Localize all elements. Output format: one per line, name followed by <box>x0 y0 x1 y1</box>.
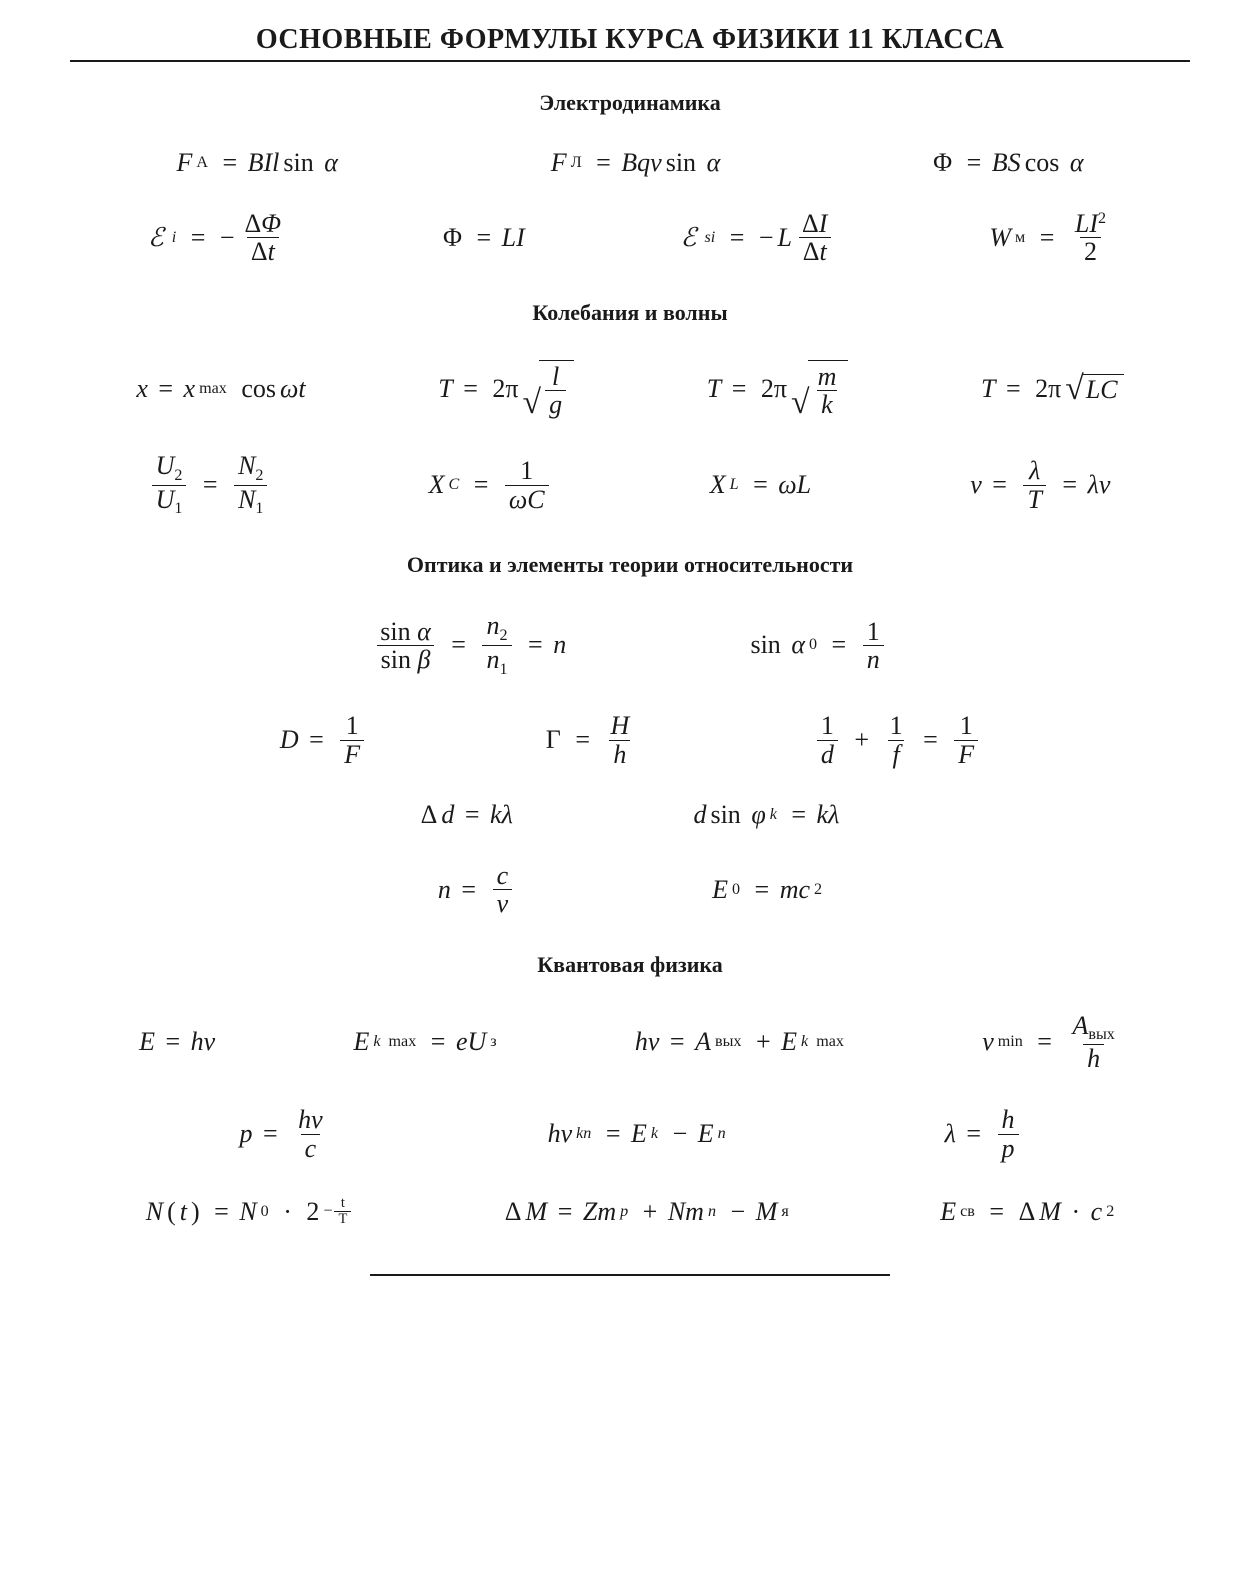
section-title-oscillations: Колебания и волны <box>70 300 1190 326</box>
formula-row: sin αsin β = n2n1 = n sin α0 = 1n <box>70 612 1190 678</box>
section-title-electrodynamics: Электродинамика <box>70 90 1190 116</box>
formula-row: Δd = kλ dsin φk = kλ <box>70 802 1190 828</box>
formula-row: ℰ i = − ΔΦΔt Φ = LI ℰ si = −L ΔIΔt Wм = … <box>70 210 1190 266</box>
section-title-optics: Оптика и элементы теории относительности <box>70 552 1190 578</box>
formula: hνkn = Ek − En <box>548 1121 726 1147</box>
formula: λ = hp <box>945 1106 1021 1162</box>
formula: ℰ i = − ΔΦΔt <box>148 210 287 266</box>
formula: N(t) = N0 · 2−tT <box>146 1196 354 1227</box>
section-title-quantum: Квантовая физика <box>70 952 1190 978</box>
formula: T = 2π √mk <box>707 360 849 419</box>
page: ОСНОВНЫЕ ФОРМУЛЫ КУРСА ФИЗИКИ 11 КЛАССА … <box>0 0 1260 1591</box>
formula-row: p = hνc hνkn = Ek − En λ = hp <box>70 1106 1190 1162</box>
formula-row: D = 1F Γ = Hh 1d + 1f = 1F <box>70 712 1190 768</box>
formula-row: FА = BIlsin α FЛ = Bqvsin α Φ = BScos α <box>70 150 1190 176</box>
title-rule <box>70 60 1190 62</box>
formula: Φ = LI <box>443 225 525 251</box>
formula: FА = BIlsin α <box>176 150 337 176</box>
formula-row: N(t) = N0 · 2−tT ΔM = Zmp + Nmn − Mя Eсв… <box>70 1196 1190 1227</box>
formula: p = hνc <box>239 1106 328 1162</box>
formula: Wм = LI22 <box>989 210 1112 266</box>
bottom-rule <box>370 1274 890 1276</box>
formula: sin α0 = 1n <box>750 618 885 674</box>
formula: νmin = Aвыхh <box>982 1012 1121 1073</box>
formula: x = xmax cosωt <box>136 376 305 402</box>
formula: Γ = Hh <box>546 712 635 768</box>
formula-row: n = cv E0 = mc2 <box>70 862 1190 918</box>
formula: Ek max = eUз <box>353 1029 496 1055</box>
formula: D = 1F <box>280 712 366 768</box>
formula: E0 = mc2 <box>712 877 822 903</box>
formula: dsin φk = kλ <box>693 802 839 828</box>
formula: ℰ si = −L ΔIΔt <box>681 210 834 266</box>
formula-row: x = xmax cosωt T = 2π √lg T = 2π √mk T =… <box>70 360 1190 419</box>
formula-row: U2U1 = N2N1 XC = 1ωC XL = ωL v = λT = λν <box>70 452 1190 518</box>
formula: Φ = BScos α <box>933 150 1083 176</box>
formula: XL = ωL <box>710 472 811 498</box>
formula: E = hν <box>139 1029 215 1055</box>
formula: Eсв = ΔM · c2 <box>940 1199 1114 1225</box>
formula: ΔM = Zmp + Nmn − Mя <box>505 1199 789 1225</box>
formula: sin αsin β = n2n1 = n <box>374 612 566 678</box>
formula: T = 2π √lg <box>438 360 574 419</box>
formula: Δd = kλ <box>421 802 513 828</box>
formula: n = cv <box>438 862 514 918</box>
formula: 1d + 1f = 1F <box>815 712 980 768</box>
formula: FЛ = Bqvsin α <box>551 150 720 176</box>
formula: U2U1 = N2N1 <box>150 452 270 518</box>
formula: XC = 1ωC <box>429 457 551 513</box>
formula: T = 2π √LC <box>981 374 1124 404</box>
formula-row: E = hν Ek max = eUз hν = Aвых + Ek max ν… <box>70 1012 1190 1073</box>
page-title: ОСНОВНЫЕ ФОРМУЛЫ КУРСА ФИЗИКИ 11 КЛАССА <box>70 24 1190 56</box>
formula: hν = Aвых + Ek max <box>635 1029 844 1055</box>
formula: v = λT = λν <box>970 457 1110 513</box>
